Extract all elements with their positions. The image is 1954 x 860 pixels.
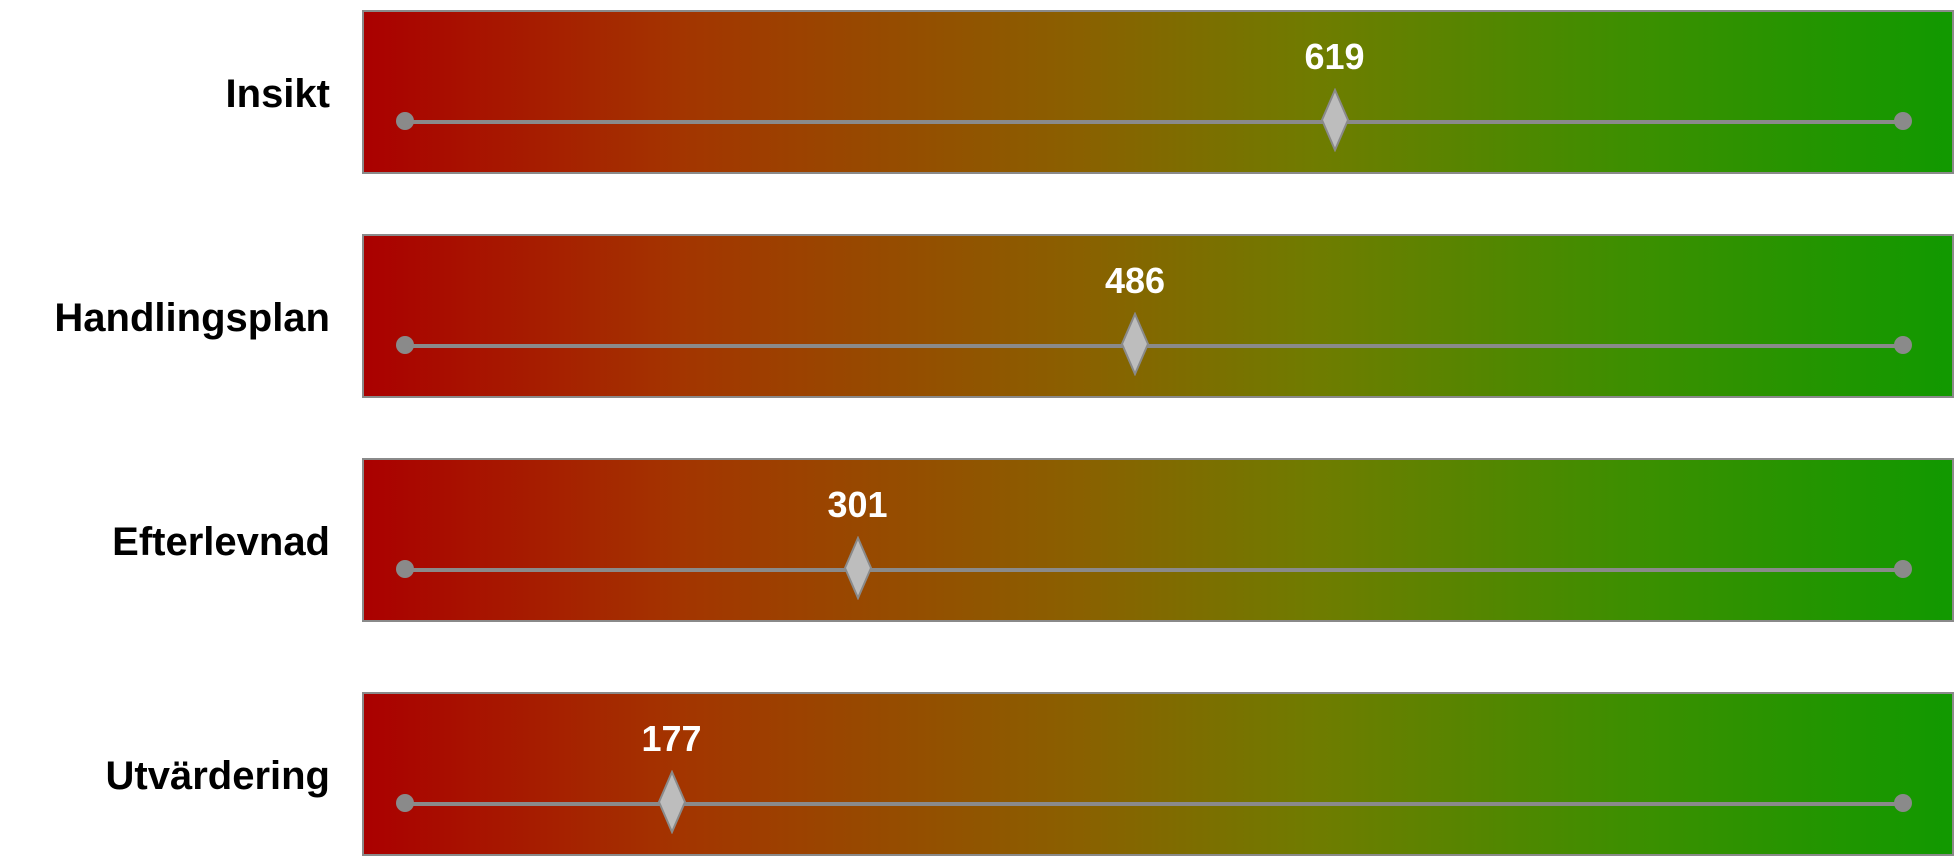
slider-label: Insikt [225,72,330,116]
track-end-dot-icon [1894,336,1912,354]
slider-value-label: 619 [1304,36,1365,77]
track-end-dot-icon [1894,794,1912,812]
slider-panel[interactable]: 177 [362,692,1954,856]
slider-row-handlingsplan: Handlingsplan 486 [0,234,1954,402]
track-end-dot-icon [1894,560,1912,578]
slider-panel[interactable]: 301 [362,458,1954,622]
slider-label: Utvärdering [105,754,331,798]
track-start-dot-icon [396,112,414,130]
slider-track[interactable] [406,568,1902,572]
slider-row-utvardering: Utvärdering 177 [0,692,1954,860]
diamond-thumb-icon[interactable] [1320,88,1350,152]
slider-value-label: 301 [827,484,888,525]
slider-track[interactable] [406,344,1902,348]
slider-panel[interactable]: 486 [362,234,1954,398]
slider-value-label: 486 [1104,260,1166,301]
track-start-dot-icon [396,336,414,354]
slider-panel[interactable]: 619 [362,10,1954,174]
diamond-thumb-icon[interactable] [1120,312,1150,376]
slider-row-insikt: Insikt 619 [0,10,1954,178]
track-start-dot-icon [396,794,414,812]
diamond-thumb-icon[interactable] [657,770,687,834]
track-start-dot-icon [396,560,414,578]
track-end-dot-icon [1894,112,1912,130]
slider-label: Handlingsplan [54,296,330,340]
diamond-thumb-icon[interactable] [843,536,873,600]
slider-value-label: 177 [641,718,702,759]
slider-track[interactable] [406,802,1902,806]
slider-track[interactable] [406,120,1902,124]
slider-label: Efterlevnad [112,520,330,564]
slider-row-efterlevnad: Efterlevnad 301 [0,458,1954,626]
